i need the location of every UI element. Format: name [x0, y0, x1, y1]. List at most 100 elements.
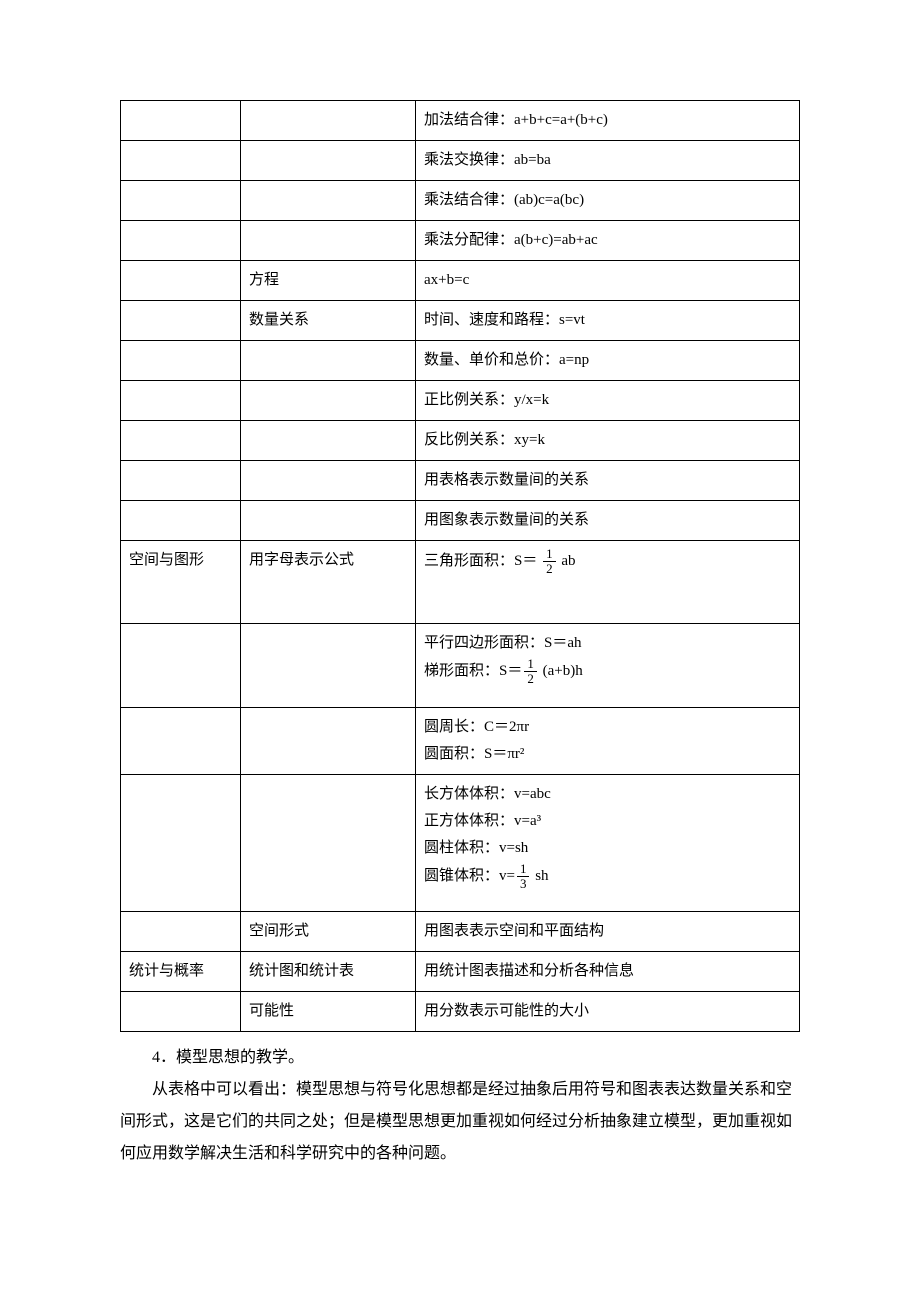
formula-prefix: 三角形面积：S＝ — [424, 553, 541, 569]
cell-formula: 用图象表示数量间的关系 — [416, 501, 800, 541]
cell-domain: 空间与图形 — [121, 541, 241, 624]
formula-suffix: (a+b)h — [539, 663, 583, 679]
table-row: 正比例关系：y/x=k — [121, 381, 800, 421]
table-row: 统计与概率 统计图和统计表 用统计图表描述和分析各种信息 — [121, 952, 800, 992]
cell-domain — [121, 624, 241, 708]
cell-formula: 圆周长：C＝2πr 圆面积：S＝πr² — [416, 707, 800, 774]
cell-domain — [121, 421, 241, 461]
cell-topic: 用字母表示公式 — [241, 541, 416, 624]
cell-domain — [121, 992, 241, 1032]
table-row: 空间与图形 用字母表示公式 三角形面积：S＝ 12 ab — [121, 541, 800, 624]
cell-topic — [241, 181, 416, 221]
formula-line: 圆柱体积：v=sh — [424, 835, 791, 862]
cell-domain — [121, 101, 241, 141]
document-page: 加法结合律：a+b+c=a+(b+c) 乘法交换律：ab=ba 乘法结合律：(a… — [0, 0, 920, 1250]
table-row: 可能性 用分数表示可能性的大小 — [121, 992, 800, 1032]
cell-topic — [241, 141, 416, 181]
cell-domain — [121, 461, 241, 501]
cell-formula: 长方体体积：v=abc 正方体体积：v=a³ 圆柱体积：v=sh 圆锥体积：v=… — [416, 774, 800, 912]
fraction-numerator: 1 — [543, 547, 556, 562]
cell-topic: 数量关系 — [241, 301, 416, 341]
math-models-table: 加法结合律：a+b+c=a+(b+c) 乘法交换律：ab=ba 乘法结合律：(a… — [120, 100, 800, 1032]
cell-topic: 可能性 — [241, 992, 416, 1032]
table-row: 反比例关系：xy=k — [121, 421, 800, 461]
table-row: 平行四边形面积：S＝ah 梯形面积：S＝12 (a+b)h — [121, 624, 800, 708]
table-row: 空间形式 用图表表示空间和平面结构 — [121, 912, 800, 952]
formula-line: 梯形面积：S＝12 (a+b)h — [424, 657, 791, 687]
spacer — [424, 891, 791, 905]
cell-formula: 用图表表示空间和平面结构 — [416, 912, 800, 952]
cell-domain — [121, 381, 241, 421]
cell-domain — [121, 181, 241, 221]
cell-domain — [121, 261, 241, 301]
formula-line: 正方体体积：v=a³ — [424, 808, 791, 835]
table-row: 乘法交换律：ab=ba — [121, 141, 800, 181]
cell-topic: 统计图和统计表 — [241, 952, 416, 992]
cell-formula: 用统计图表描述和分析各种信息 — [416, 952, 800, 992]
formula-line: 圆周长：C＝2πr — [424, 714, 791, 741]
cell-domain — [121, 774, 241, 912]
formula-line: 长方体体积：v=abc — [424, 781, 791, 808]
cell-domain — [121, 501, 241, 541]
table-row: 数量关系 时间、速度和路程：s=vt — [121, 301, 800, 341]
section-heading: 4．模型思想的教学。 — [120, 1042, 800, 1074]
cell-formula: 平行四边形面积：S＝ah 梯形面积：S＝12 (a+b)h — [416, 624, 800, 708]
cell-formula: 三角形面积：S＝ 12 ab — [416, 541, 800, 624]
cell-domain — [121, 707, 241, 774]
cell-topic — [241, 624, 416, 708]
fraction: 12 — [543, 547, 556, 577]
table-row: 方程 ax+b=c — [121, 261, 800, 301]
cell-domain — [121, 221, 241, 261]
cell-topic — [241, 461, 416, 501]
formula-suffix: sh — [531, 868, 548, 884]
cell-domain — [121, 141, 241, 181]
fraction-numerator: 1 — [517, 862, 530, 877]
fraction-denominator: 2 — [543, 562, 556, 576]
cell-topic: 方程 — [241, 261, 416, 301]
table-row: 圆周长：C＝2πr 圆面积：S＝πr² — [121, 707, 800, 774]
cell-domain — [121, 341, 241, 381]
table-row: 长方体体积：v=abc 正方体体积：v=a³ 圆柱体积：v=sh 圆锥体积：v=… — [121, 774, 800, 912]
cell-formula: 乘法交换律：ab=ba — [416, 141, 800, 181]
cell-formula: 乘法分配律：a(b+c)=ab+ac — [416, 221, 800, 261]
cell-topic — [241, 774, 416, 912]
cell-formula: 数量、单价和总价：a=np — [416, 341, 800, 381]
table-row: 数量、单价和总价：a=np — [121, 341, 800, 381]
cell-formula: 乘法结合律：(ab)c=a(bc) — [416, 181, 800, 221]
table-row: 乘法分配律：a(b+c)=ab+ac — [121, 221, 800, 261]
table-row: 用图象表示数量间的关系 — [121, 501, 800, 541]
cell-domain — [121, 301, 241, 341]
table-row: 加法结合律：a+b+c=a+(b+c) — [121, 101, 800, 141]
cell-formula: 加法结合律：a+b+c=a+(b+c) — [416, 101, 800, 141]
formula-line: 平行四边形面积：S＝ah — [424, 630, 791, 657]
formula-prefix: 圆锥体积：v= — [424, 868, 515, 884]
table-row: 用表格表示数量间的关系 — [121, 461, 800, 501]
cell-formula: 反比例关系：xy=k — [416, 421, 800, 461]
cell-domain: 统计与概率 — [121, 952, 241, 992]
fraction: 12 — [524, 657, 537, 687]
cell-formula: 用表格表示数量间的关系 — [416, 461, 800, 501]
formula-line: 圆面积：S＝πr² — [424, 741, 791, 768]
formula-line: 圆锥体积：v=13 sh — [424, 862, 791, 892]
formula-prefix: 梯形面积：S＝ — [424, 663, 522, 679]
cell-topic: 空间形式 — [241, 912, 416, 952]
cell-formula: 用分数表示可能性的大小 — [416, 992, 800, 1032]
cell-topic — [241, 381, 416, 421]
table-row: 乘法结合律：(ab)c=a(bc) — [121, 181, 800, 221]
cell-topic — [241, 501, 416, 541]
cell-topic — [241, 421, 416, 461]
body-paragraph: 从表格中可以看出：模型思想与符号化思想都是经过抽象后用符号和图表表达数量关系和空… — [120, 1074, 800, 1170]
spacer — [424, 687, 791, 701]
fraction: 13 — [517, 862, 530, 892]
formula-suffix: ab — [558, 553, 576, 569]
cell-formula: ax+b=c — [416, 261, 800, 301]
cell-topic — [241, 221, 416, 261]
cell-topic — [241, 341, 416, 381]
cell-topic — [241, 707, 416, 774]
fraction-denominator: 3 — [517, 877, 530, 891]
cell-formula: 时间、速度和路程：s=vt — [416, 301, 800, 341]
fraction-numerator: 1 — [524, 657, 537, 672]
cell-topic — [241, 101, 416, 141]
cell-domain — [121, 912, 241, 952]
fraction-denominator: 2 — [524, 672, 537, 686]
